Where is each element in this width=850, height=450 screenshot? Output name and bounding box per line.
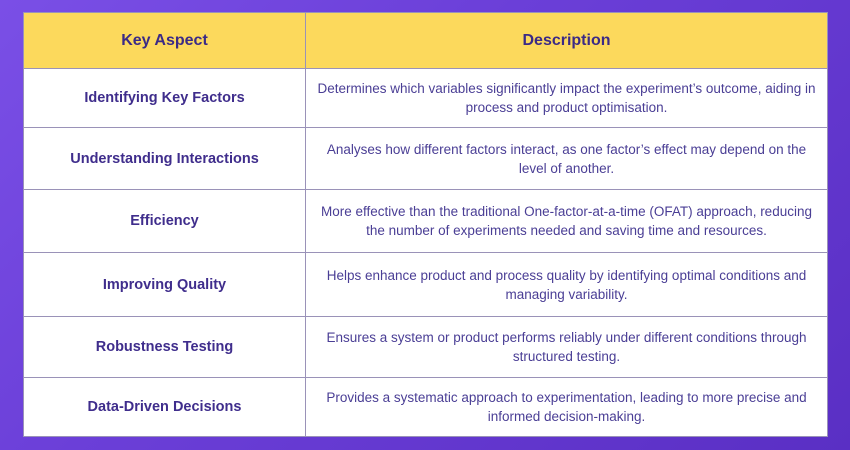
table-row: Robustness Testing Ensures a system or p…	[23, 316, 828, 378]
table-row: Identifying Key Factors Determines which…	[23, 68, 828, 128]
description-cell: Provides a systematic approach to experi…	[305, 377, 828, 437]
aspect-cell: Improving Quality	[23, 252, 306, 317]
aspect-cell: Understanding Interactions	[23, 127, 306, 190]
table-row: Understanding Interactions Analyses how …	[23, 127, 828, 190]
key-aspects-table-container: Key Aspect Description Identifying Key F…	[23, 12, 828, 437]
header-key-aspect: Key Aspect	[23, 12, 306, 69]
description-cell: Determines which variables significantly…	[305, 68, 828, 128]
description-cell: Ensures a system or product performs rel…	[305, 316, 828, 378]
key-aspects-table: Key Aspect Description Identifying Key F…	[23, 12, 828, 437]
table-row: Efficiency More effective than the tradi…	[23, 189, 828, 253]
aspect-cell: Data-Driven Decisions	[23, 377, 306, 437]
table-row: Improving Quality Helps enhance product …	[23, 252, 828, 317]
aspect-cell: Robustness Testing	[23, 316, 306, 378]
aspect-cell: Identifying Key Factors	[23, 68, 306, 128]
table-row: Data-Driven Decisions Provides a systema…	[23, 377, 828, 437]
description-cell: Helps enhance product and process qualit…	[305, 252, 828, 317]
header-description: Description	[305, 12, 828, 69]
description-cell: More effective than the traditional One-…	[305, 189, 828, 253]
description-cell: Analyses how different factors interact,…	[305, 127, 828, 190]
aspect-cell: Efficiency	[23, 189, 306, 253]
table-header-row: Key Aspect Description	[23, 12, 828, 69]
